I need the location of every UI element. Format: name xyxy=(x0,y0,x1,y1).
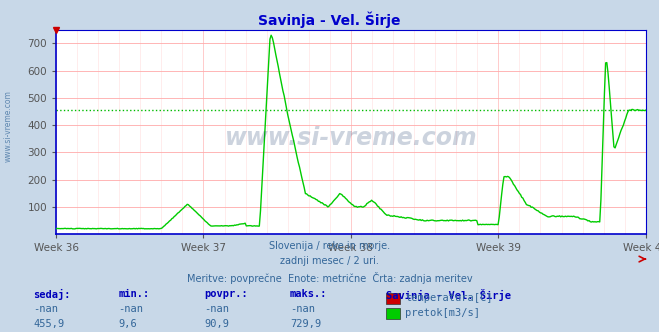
Text: 729,9: 729,9 xyxy=(290,319,321,329)
Text: sedaj:: sedaj: xyxy=(33,289,71,300)
Text: 90,9: 90,9 xyxy=(204,319,229,329)
Text: 9,6: 9,6 xyxy=(119,319,137,329)
Text: min.:: min.: xyxy=(119,289,150,299)
Text: www.si-vreme.com: www.si-vreme.com xyxy=(225,126,477,150)
Text: -nan: -nan xyxy=(119,304,144,314)
Text: -nan: -nan xyxy=(290,304,315,314)
Text: Meritve: povprečne  Enote: metrične  Črta: zadnja meritev: Meritve: povprečne Enote: metrične Črta:… xyxy=(186,272,473,284)
Text: 455,9: 455,9 xyxy=(33,319,64,329)
Text: temperatura[C]: temperatura[C] xyxy=(405,293,493,303)
Text: -nan: -nan xyxy=(33,304,58,314)
Text: -nan: -nan xyxy=(204,304,229,314)
Text: zadnji mesec / 2 uri.: zadnji mesec / 2 uri. xyxy=(280,256,379,266)
Text: Savinja - Vel. Širje: Savinja - Vel. Širje xyxy=(386,289,511,301)
Text: Slovenija / reke in morje.: Slovenija / reke in morje. xyxy=(269,241,390,251)
Text: povpr.:: povpr.: xyxy=(204,289,248,299)
Text: maks.:: maks.: xyxy=(290,289,328,299)
Text: www.si-vreme.com: www.si-vreme.com xyxy=(3,90,13,162)
Text: pretok[m3/s]: pretok[m3/s] xyxy=(405,308,480,318)
Text: Savinja - Vel. Širje: Savinja - Vel. Širje xyxy=(258,12,401,28)
